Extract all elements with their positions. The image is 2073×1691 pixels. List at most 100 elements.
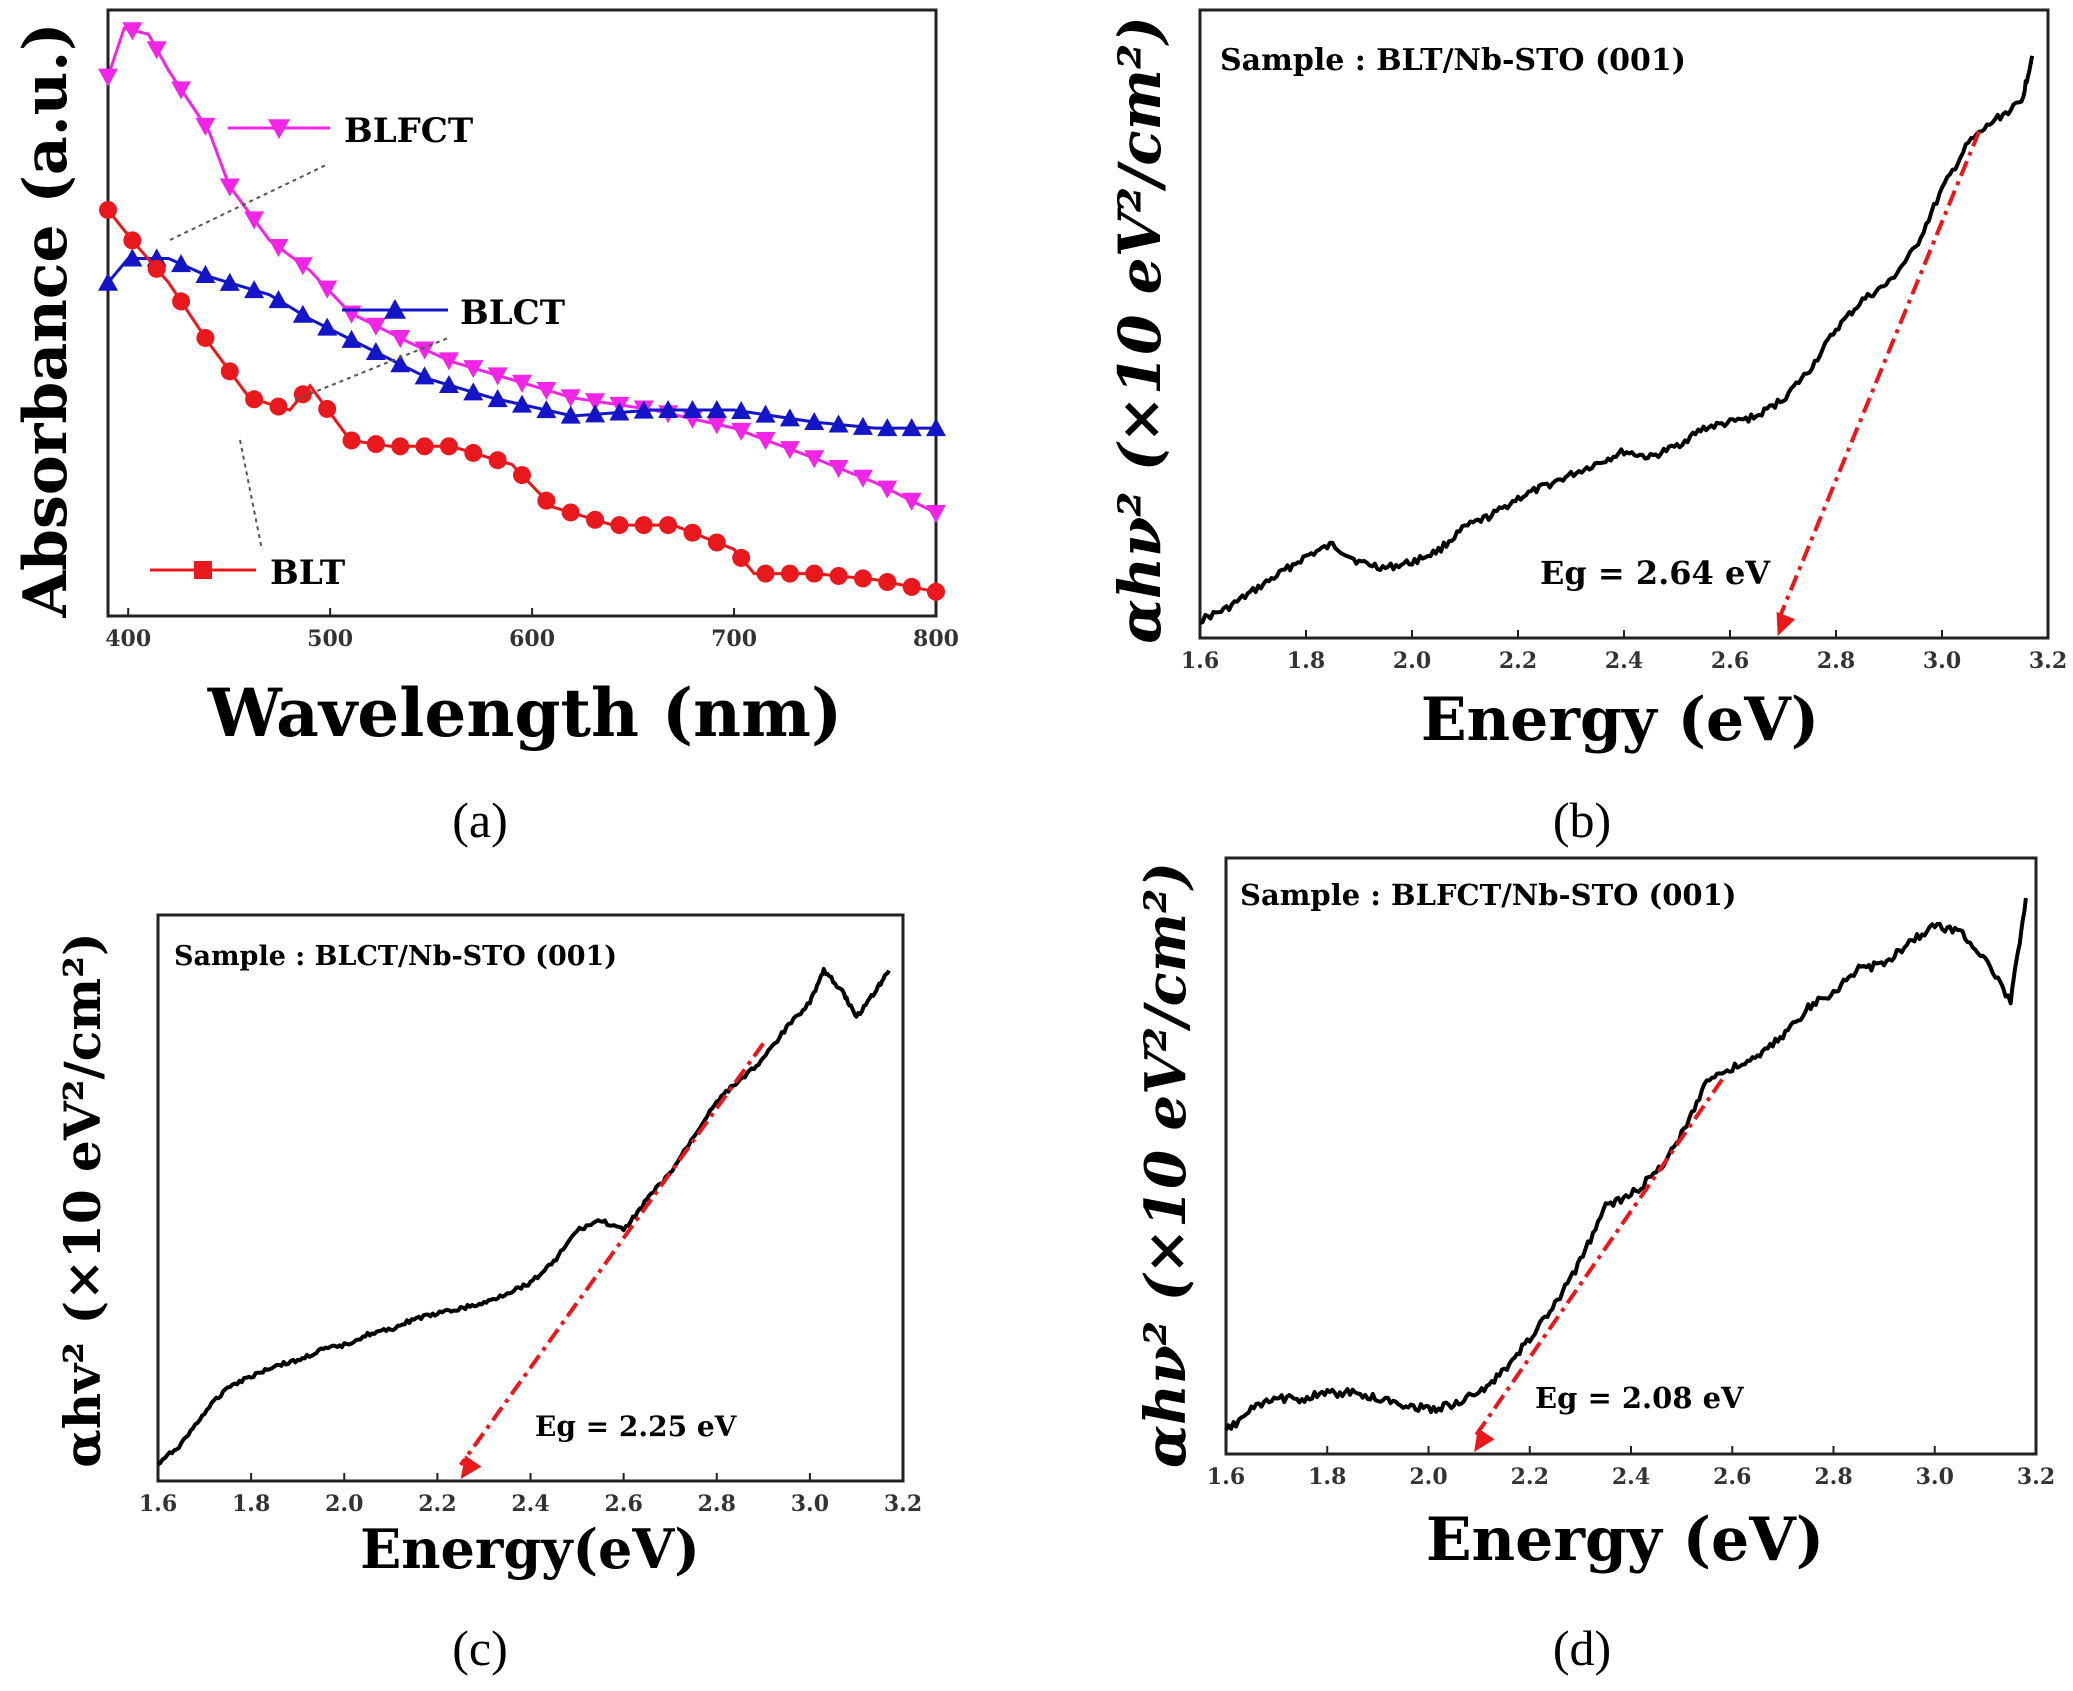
panel-d-fit-line [1472,1078,1724,1452]
panel-c-tick-label: 2.0 [325,1491,363,1517]
panel-d-x-axis-label: Energy (eV) [1426,1505,1824,1575]
panel-d-curve [1224,897,2028,1432]
series-blfct-point [146,41,167,60]
panel-d-frame [1224,856,2038,1456]
series-blct-point [901,418,922,437]
panel-a-x-axis-label: Wavelength (nm) [207,674,842,752]
panel-b-y-axis-label: αhν² (×10 eV²/cm²) [1106,16,1174,644]
series-blct-point [536,400,557,419]
series-blct-point [268,290,289,309]
series-blct-point [706,399,727,418]
panel-b-tick-label: 2.2 [1499,648,1537,674]
panel-d-eg-annotation: Eg = 2.08 eV [1535,1381,1744,1415]
series-blt-point [293,385,312,404]
panel-d-tick-label: 2.6 [1713,1464,1751,1490]
series-blt-point [99,200,117,219]
series-blt-point [439,437,458,456]
series-blct-point [292,304,313,323]
panel-b-tick-label: 2.0 [1393,648,1431,674]
panel-b-fit-line [1775,130,1981,636]
panel-a-x-ticks: 400 500 600 700 800 [105,608,959,652]
legend-blct-pointer-line [294,337,449,401]
panel-d: 1.6 1.8 2.0 2.2 2.4 2.6 2.8 3.0 3.2 Sample : BLF… [1133,856,2055,1676]
panel-c-x-ticks: 1.6 1.8 2.0 2.2 2.4 2.6 2.8 3.0 3.2 [139,1473,922,1517]
panel-d-tick-label: 1.6 [1207,1464,1245,1490]
series-blct-point [171,254,192,273]
series-blct-point [122,248,143,267]
panel-c-frame [156,913,905,1483]
series-blct-point [219,272,240,291]
panel-b-tick-label: 2.8 [1817,648,1855,674]
panel-b-tick-label: 3.0 [1923,648,1961,674]
series-blfct-point [926,504,946,523]
panel-d-tick-label: 2.0 [1409,1464,1447,1490]
series-blfct-point [98,68,118,87]
series-blfct-point [706,416,727,435]
series-blt-point [659,516,678,535]
panel-b-x-axis-label: Energy (eV) [1421,685,1819,755]
panel-c-tick-label: 2.2 [418,1491,456,1517]
series-blct-point [438,375,459,394]
series-blfct-point [122,22,143,41]
panel-a-tick-label: 800 [913,626,959,652]
panel-b: 1.6 1.8 2.0 2.2 2.4 2.6 2.8 3.0 3.2 Sample : BLT… [1106,8,2067,848]
panel-d-x-ticks: 1.6 1.8 2.0 2.2 2.4 2.6 2.8 3.0 3.2 [1207,1446,2055,1490]
panel-c-tick-label: 2.6 [604,1491,642,1517]
panel-c-eg-annotation: Eg = 2.25 eV [535,1410,738,1443]
panel-a-series [98,22,946,601]
series-blct-point [779,408,800,427]
series-blt-point [707,533,726,552]
panel-c: 1.6 1.8 2.0 2.2 2.4 2.6 2.8 3.0 3.2 Sample : BLC… [53,913,922,1676]
panel-b-tick-label: 2.6 [1711,648,1749,674]
series-blfct-point [487,367,508,386]
series-blt-point [853,569,872,588]
legend-blfct-marker [268,119,290,139]
series-blt-point [537,491,556,510]
series-blct-point [852,416,873,435]
series-blt-point [805,564,824,583]
panel-c-fit-arrowhead [460,1455,482,1479]
panel-c-absorption-curve [156,966,891,1467]
panel-b-tick-label: 1.6 [1181,648,1219,674]
panel-b-tick-label: 3.2 [2029,648,2067,674]
panel-a-legend: BLFCT BLCT BLT [150,111,565,593]
series-blt-point [683,523,702,542]
panel-c-tick-label: 1.6 [139,1491,177,1517]
series-blct-point [682,399,703,418]
legend-blt-label: BLT [270,553,345,593]
panel-b-fit-dashed-line [1775,130,1981,623]
series-blct-point [926,418,946,437]
series-blt-point [927,582,945,601]
panel-c-fit-dashed-line [459,1042,765,1467]
panel-b-frame [1198,8,2050,640]
series-blfct-point [755,431,776,450]
series-blt-point [366,435,385,454]
series-blct-point [755,404,776,423]
series-blfct-point [195,117,216,136]
panel-b-x-ticks: 1.6 1.8 2.0 2.2 2.4 2.6 2.8 3.0 3.2 [1181,630,2067,674]
panel-a-tick-label: 600 [509,626,555,652]
panel-a-tick-label: 700 [711,626,757,652]
series-blct-point [804,411,825,430]
panel-d-tick-label: 3.2 [2017,1464,2055,1490]
series-blt-point [464,443,483,462]
series-blt-point [415,437,434,456]
series-blt-point [513,466,531,485]
series-blct-point [341,329,362,348]
panel-c-tick-label: 3.2 [884,1491,922,1517]
series-blct-point [317,317,338,336]
series-blt-point [561,503,580,522]
series-blct-point [512,394,532,413]
panel-b-figure-label: (b) [1553,792,1611,848]
panel-c-tick-label: 3.0 [791,1491,829,1517]
panel-a: 400 500 600 700 800 BLFCT BLCT BLT Wavelength … [11,8,959,848]
series-blfct-point [268,238,289,257]
series-blfct-point [317,280,338,299]
series-blfct-point [171,81,192,100]
series-blct-point [414,366,435,385]
legend-blfct-label: BLFCT [344,111,473,151]
panel-b-sample-label: Sample : BLT/Nb-STO (001) [1220,43,1686,78]
panel-a-frame [106,8,938,618]
panel-d-absorption-curve [1224,897,2028,1432]
series-blfct-point [852,469,873,488]
